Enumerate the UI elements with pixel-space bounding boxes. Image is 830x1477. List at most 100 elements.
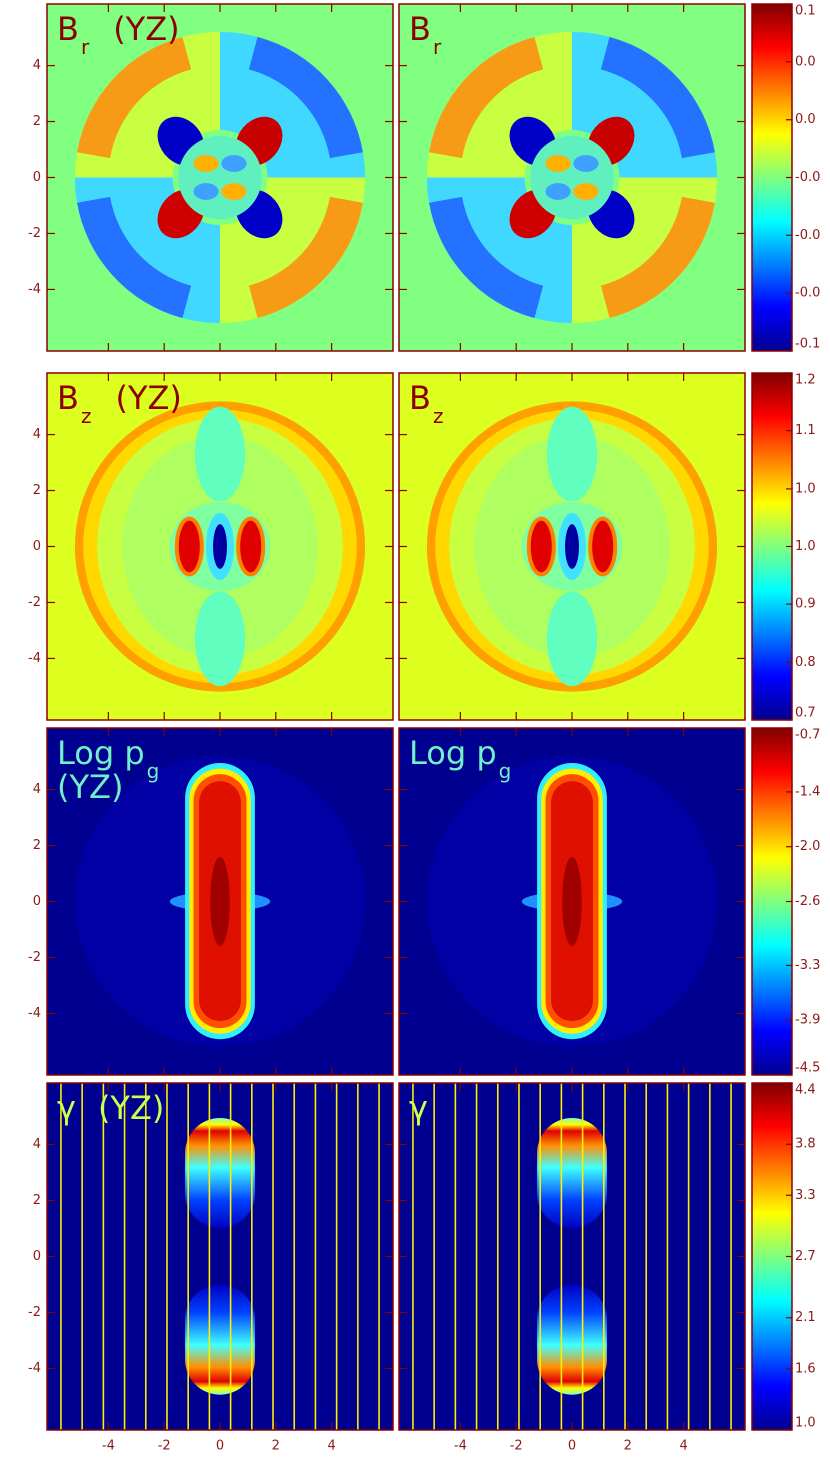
x-tick-label: 0 (568, 1439, 576, 1454)
heatmap-panel (47, 728, 393, 1075)
field-feature (178, 135, 262, 220)
y-tick-label: 2 (33, 114, 41, 129)
colorbar-tick-label: -4.5 (795, 1061, 820, 1076)
panel-title-suffix: (YZ) (113, 10, 179, 48)
field-feature (236, 516, 266, 577)
y-tick-label: 0 (33, 539, 41, 554)
field-feature (194, 591, 246, 687)
field-feature (77, 36, 192, 159)
y-tick-label: -2 (28, 595, 41, 610)
panel-title-subscript: g (147, 759, 160, 783)
colorbar-tick-label: 4.4 (795, 1083, 816, 1098)
y-tick-label: -4 (28, 1006, 41, 1021)
colorbar-tick-label: -3.9 (795, 1013, 820, 1028)
field-feature (565, 524, 579, 569)
colorbar-tick-label: -2.6 (795, 894, 820, 909)
x-tick-label: -4 (454, 1439, 467, 1454)
heatmap-panel (47, 4, 393, 351)
colorbar-tick-label: 0.7 (795, 706, 816, 721)
colorbar (751, 1082, 793, 1431)
colorbar-tick-label: -0.7 (795, 728, 820, 743)
panel-title-subscript: z (433, 404, 444, 428)
y-tick-label: 0 (33, 170, 41, 185)
colorbar-tick-label: 1.2 (795, 373, 816, 388)
panel-title-subscript: z (81, 404, 92, 428)
field-feature (210, 856, 230, 947)
colorbar-tick-label: 0.1 (795, 4, 816, 19)
colorbar-tick-label: 2.1 (795, 1310, 816, 1325)
field-feature (77, 196, 192, 319)
panel-title: γ (409, 1089, 428, 1127)
y-tick-label: -4 (28, 1361, 41, 1376)
y-tick-label: 4 (33, 58, 41, 73)
colorbar-tick-label: 1.1 (795, 423, 816, 438)
heatmap-panel (399, 1083, 745, 1430)
y-tick-label: 2 (33, 483, 41, 498)
field-feature (546, 406, 598, 502)
colorbar-tick-label: 0.8 (795, 655, 816, 670)
field-feature (193, 155, 219, 172)
x-tick-label: -2 (158, 1439, 171, 1454)
colorbar-tick-label: 0.0 (795, 54, 816, 69)
heatmap-panel (399, 373, 745, 720)
colorbar-tick-label: 1.0 (795, 539, 816, 554)
colorbar-tick-label: 2.7 (795, 1249, 816, 1264)
field-feature (588, 516, 618, 577)
y-tick-label: 2 (33, 838, 41, 853)
field-feature (248, 36, 363, 159)
y-tick-label: 4 (33, 427, 41, 442)
panel-title-subscript: r (81, 35, 90, 59)
panel-title-suffix: (YZ) (57, 768, 123, 806)
field-feature (562, 856, 582, 947)
x-tick-label: 2 (272, 1439, 280, 1454)
field-feature (600, 196, 715, 319)
colorbar-tick-label: 1.0 (795, 481, 816, 496)
colorbar-tick-label: 1.6 (795, 1361, 816, 1376)
heatmap-panel (47, 373, 393, 720)
colorbar-tick-label: 1.0 (795, 1416, 816, 1431)
field-feature (185, 1284, 255, 1395)
field-feature (248, 196, 363, 319)
x-tick-label: -4 (102, 1439, 115, 1454)
heatmap-panel (47, 1083, 393, 1430)
panel-title-subscript: g (499, 759, 512, 783)
panel-title: γ (57, 1089, 76, 1127)
field-feature (573, 155, 599, 172)
panel-title: B (57, 379, 79, 417)
field-feature (221, 155, 247, 172)
field-feature (185, 1117, 255, 1229)
panel-title: B (409, 10, 431, 48)
x-tick-label: -2 (510, 1439, 523, 1454)
field-feature (537, 1284, 607, 1395)
colorbar-tick-label: -1.4 (795, 784, 820, 799)
colorbar (751, 372, 793, 721)
field-feature (194, 406, 246, 502)
field-feature (193, 183, 219, 200)
field-feature (573, 183, 599, 200)
y-tick-label: 4 (33, 782, 41, 797)
field-feature (537, 1117, 607, 1229)
y-tick-label: 4 (33, 1137, 41, 1152)
colorbar-tick-label: -0.0 (795, 170, 820, 185)
colorbar-tick-label: 0.9 (795, 597, 816, 612)
y-tick-label: -2 (28, 226, 41, 241)
heatmap-panel (399, 728, 745, 1075)
colorbar-tick-label: -3.3 (795, 958, 820, 973)
y-tick-label: -2 (28, 1305, 41, 1320)
colorbar-tick-label: -2.0 (795, 839, 820, 854)
panel-title: B (57, 10, 79, 48)
panel-title-suffix: (YZ) (115, 379, 181, 417)
x-tick-label: 0 (216, 1439, 224, 1454)
panel-title-suffix: (YZ) (98, 1089, 164, 1127)
panel-title-subscript: r (433, 35, 442, 59)
y-tick-label: 0 (33, 1249, 41, 1264)
panel-title: B (409, 379, 431, 417)
y-tick-label: -2 (28, 950, 41, 965)
colorbar-tick-label: 3.8 (795, 1137, 816, 1152)
field-feature (546, 591, 598, 687)
y-tick-label: -4 (28, 282, 41, 297)
field-feature (213, 524, 227, 569)
x-tick-label: 4 (327, 1439, 335, 1454)
heatmap-panel (399, 4, 745, 351)
x-tick-label: 2 (624, 1439, 632, 1454)
